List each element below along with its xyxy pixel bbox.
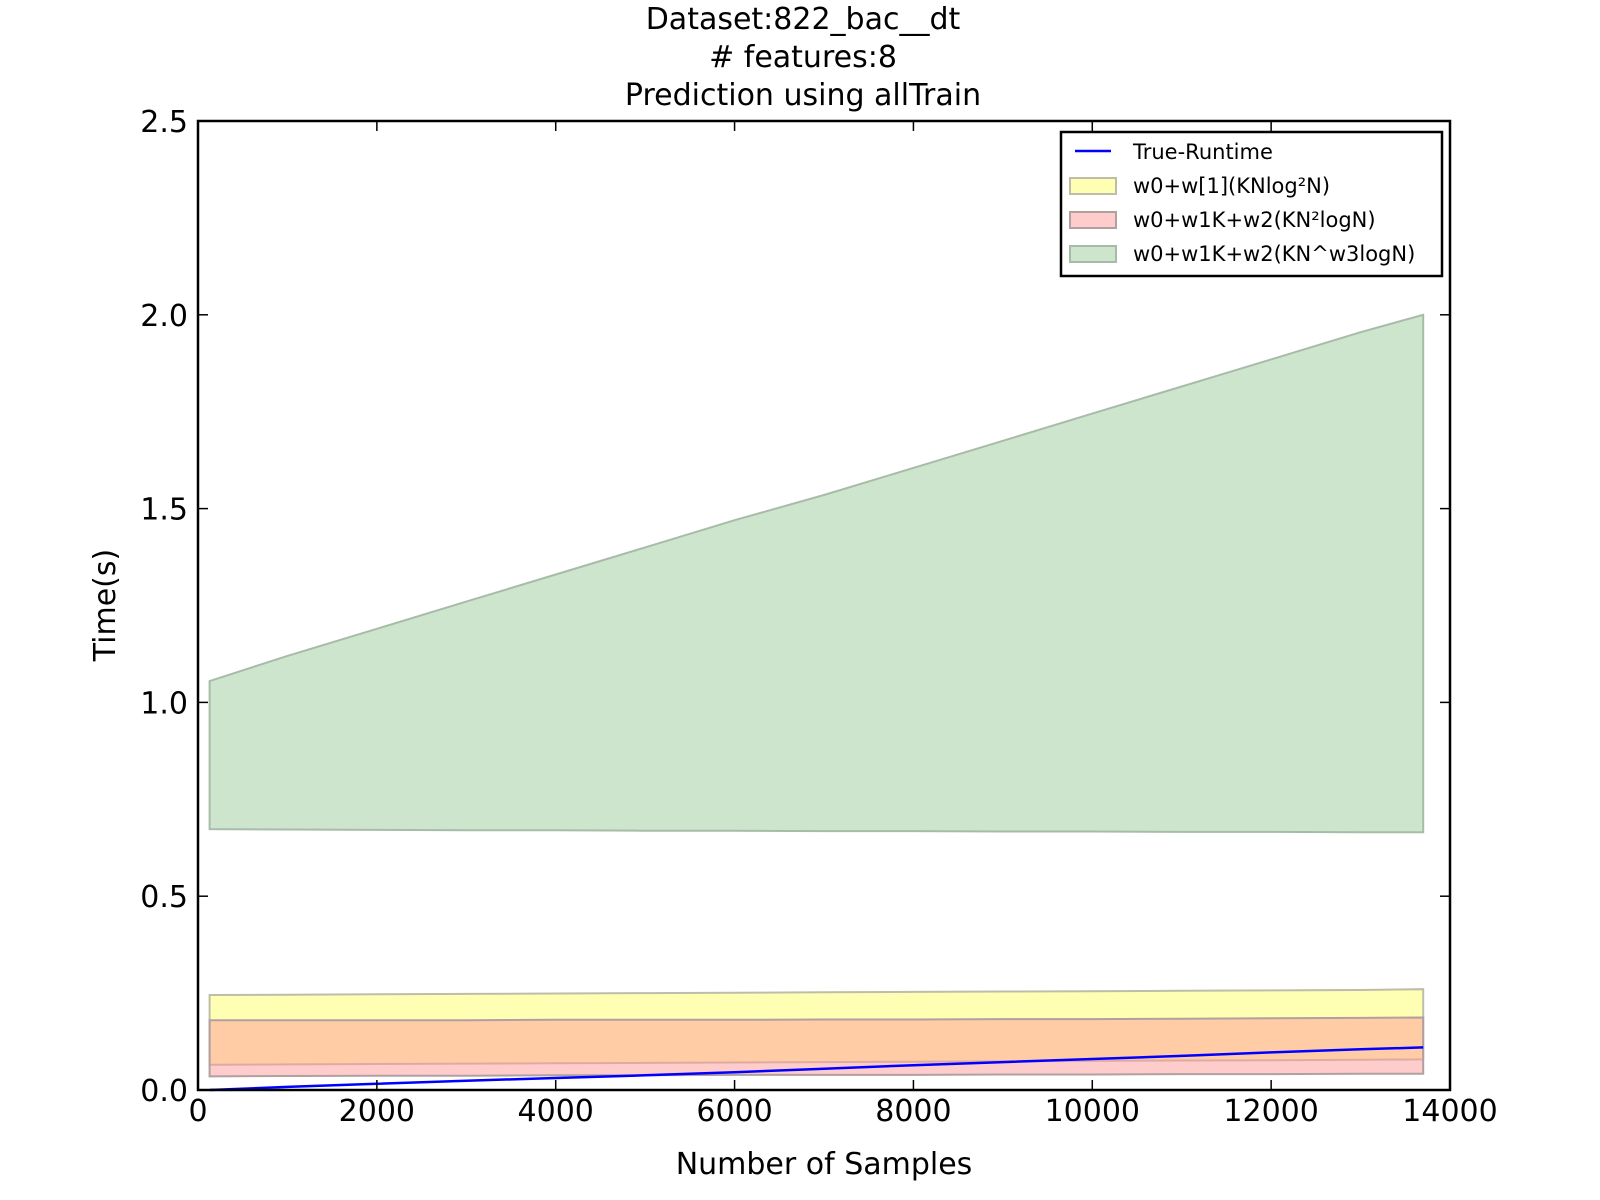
x-tick-label: 12000 bbox=[1223, 1094, 1318, 1129]
legend-swatch-knlog2n bbox=[1069, 177, 1117, 195]
y-tick-label: 1.5 bbox=[140, 493, 188, 528]
y-tick-label: 0.5 bbox=[140, 880, 188, 915]
y-tick-label: 0.0 bbox=[140, 1074, 188, 1109]
y-tick-label: 2.0 bbox=[140, 299, 188, 334]
x-axis-label: Number of Samples bbox=[676, 1147, 973, 1182]
x-tick-label: 4000 bbox=[518, 1094, 594, 1129]
chart-title-line-2: # features:8 bbox=[709, 40, 897, 75]
axis-ticks: 0 2000 4000 6000 8000 10000 12000 14000 0.0 0.5 1.… bbox=[140, 105, 1497, 1129]
y-tick-label: 2.5 bbox=[140, 105, 188, 140]
legend-label-knlog2n: w0+w[1](KNlog²N) bbox=[1133, 174, 1330, 198]
x-tick-label: 2000 bbox=[339, 1094, 415, 1129]
chart-title-line-1: Dataset:822_bac__dt bbox=[646, 2, 961, 37]
x-tick-label: 6000 bbox=[696, 1094, 772, 1129]
y-tick-label: 1.0 bbox=[140, 686, 188, 721]
legend-label-kn2logn: w0+w1K+w2(KN²logN) bbox=[1133, 208, 1376, 232]
legend-label-true-runtime: True-Runtime bbox=[1132, 140, 1273, 164]
legend-swatch-knw3logn bbox=[1069, 245, 1117, 263]
plot-frame bbox=[196, 119, 1452, 1092]
legend-swatch-kn2logn bbox=[1069, 211, 1117, 229]
band-knw3logn bbox=[208, 313, 1425, 834]
line-true-runtime bbox=[209, 1046, 1424, 1092]
plot-area bbox=[208, 313, 1425, 1092]
legend: True-Runtime w0+w[1](KNlog²N) w0+w1K+w2(… bbox=[1059, 130, 1444, 278]
chart-title-line-3: Prediction using allTrain bbox=[625, 78, 981, 113]
x-tick-label: 8000 bbox=[875, 1094, 951, 1129]
band-kn2logn bbox=[208, 1016, 1425, 1078]
x-tick-label: 0 bbox=[188, 1094, 207, 1129]
x-tick-label: 14000 bbox=[1402, 1094, 1497, 1129]
y-axis-label: Time(s) bbox=[88, 549, 123, 662]
x-tick-label: 10000 bbox=[1045, 1094, 1140, 1129]
legend-label-knw3logn: w0+w1K+w2(KN^w3logN) bbox=[1133, 242, 1415, 266]
legend-box bbox=[1059, 130, 1444, 278]
